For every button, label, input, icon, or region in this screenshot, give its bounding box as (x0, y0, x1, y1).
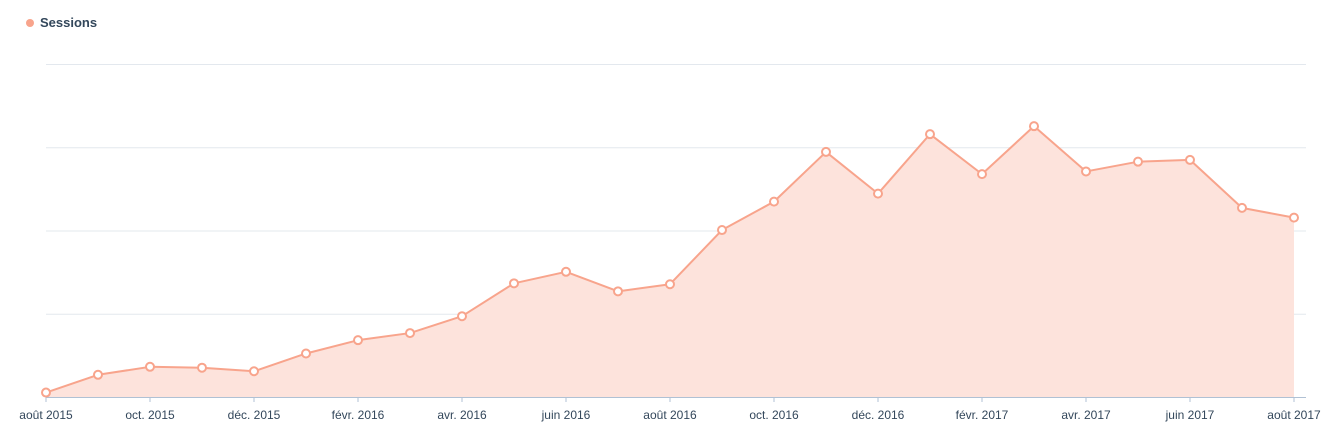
data-point (1133, 156, 1143, 167)
x-tick-label: déc. 2015 (228, 408, 281, 422)
data-point (457, 311, 467, 322)
data-point (353, 335, 363, 346)
data-point (93, 369, 103, 380)
legend-swatch (26, 18, 34, 27)
x-tick-label: oct. 2015 (125, 408, 175, 422)
data-point (41, 387, 51, 398)
data-point (1081, 166, 1091, 177)
x-tick-label: août 2015 (19, 408, 73, 422)
x-tick-label: août 2016 (643, 408, 697, 422)
data-point (1237, 202, 1247, 213)
x-tick-label: févr. 2017 (956, 408, 1009, 422)
data-point (249, 366, 259, 377)
data-point (1185, 154, 1195, 165)
data-point (561, 266, 571, 277)
data-point (873, 188, 883, 199)
x-tick-label: déc. 2016 (852, 408, 905, 422)
data-point (821, 146, 831, 157)
data-point (665, 279, 675, 290)
data-point (509, 278, 519, 289)
x-tick-label: avr. 2017 (1061, 408, 1111, 422)
data-point (769, 196, 779, 207)
data-point (1289, 212, 1299, 223)
data-point (405, 328, 415, 339)
data-point (717, 225, 727, 236)
x-tick-label: févr. 2016 (332, 408, 385, 422)
legend[interactable]: Sessions (26, 15, 97, 30)
sessions-area (46, 126, 1294, 397)
x-tick-label: oct. 2016 (749, 408, 799, 422)
data-point (145, 361, 155, 372)
data-point (1029, 121, 1039, 132)
x-tick-label: juin 2017 (1165, 408, 1215, 422)
data-point (613, 286, 623, 297)
data-point (301, 348, 311, 359)
data-point (197, 362, 207, 373)
x-tick-label: août 2017 (1267, 408, 1321, 422)
data-point (977, 169, 987, 180)
data-point (925, 129, 935, 140)
legend-label: Sessions (40, 15, 98, 30)
x-tick-label: juin 2016 (541, 408, 591, 422)
x-tick-label: avr. 2016 (437, 408, 487, 422)
